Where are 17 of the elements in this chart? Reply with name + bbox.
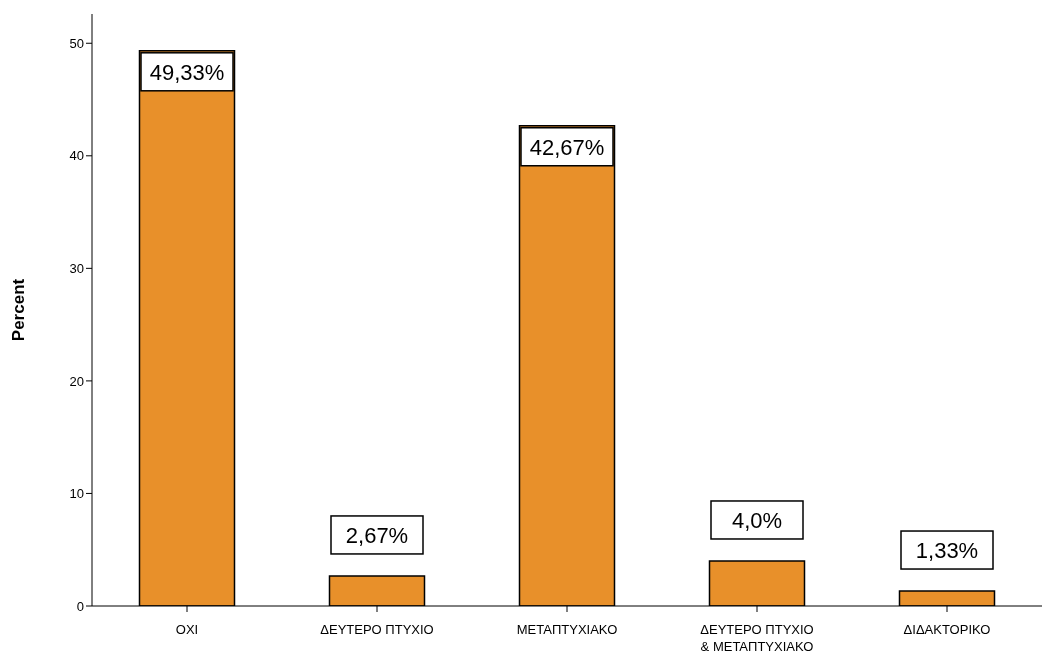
x-tick-label: ΜΕΤΑΠΤΥΧΙΑΚΟ — [516, 622, 618, 637]
y-tick-label: 50 — [69, 35, 84, 51]
data-label: 4,0% — [731, 507, 783, 533]
x-tick-label: ΔΙΔΑΚΤΟΡΙΚΟ — [903, 622, 991, 637]
data-label: 49,33% — [149, 59, 225, 85]
data-label: 2,67% — [345, 522, 409, 548]
y-tick-label: 20 — [69, 373, 84, 389]
y-axis-title: Percent — [9, 278, 29, 342]
y-tick-label: 0 — [76, 598, 84, 614]
y-tick-label: 10 — [69, 486, 84, 502]
x-tick-label: ΔΕΥΤΕΡΟ ΠΤΥΧΙΟ — [320, 622, 434, 637]
data-label: 42,67% — [529, 134, 605, 160]
y-tick-label: 40 — [69, 148, 84, 164]
x-tick-label: ΔΕΥΤΕΡΟ ΠΤΥΧΙΟ & ΜΕΤΑΠΤΥΧΙΑΚΟ — [700, 622, 814, 654]
data-label: 1,33% — [915, 538, 979, 564]
y-tick-label: 30 — [69, 260, 84, 276]
x-tick-label: ΟΧΙ — [175, 622, 199, 637]
